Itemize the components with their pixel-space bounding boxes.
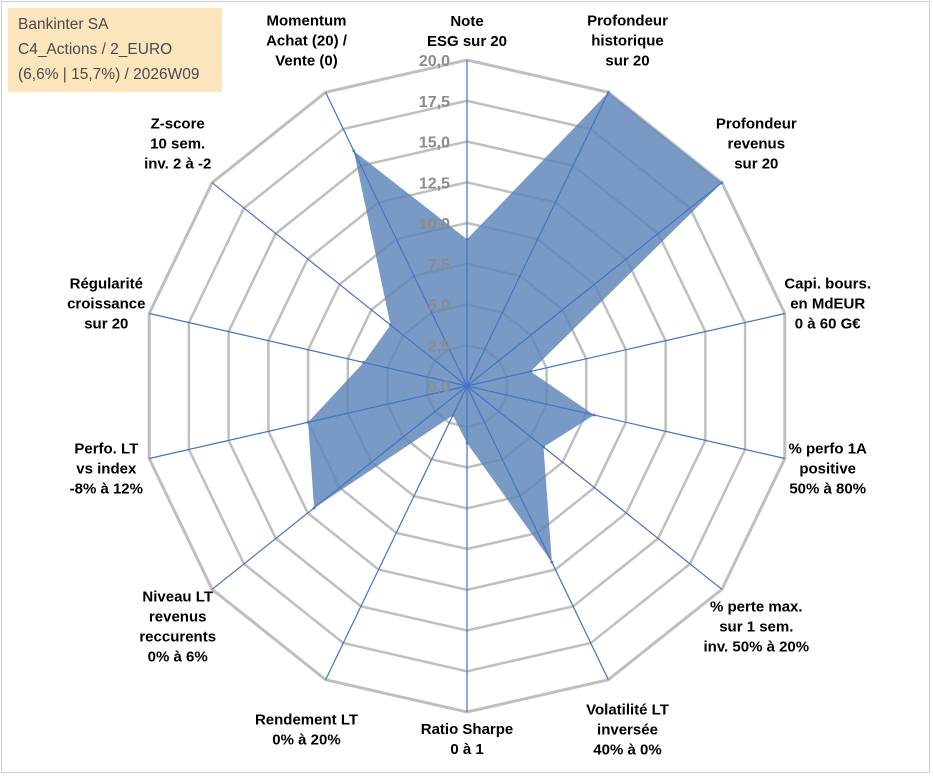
axis-spoke [325, 385, 468, 680]
category-label-line: 0% à 6% [148, 649, 208, 666]
category-label-line: inversée [597, 721, 658, 738]
category-label-line: inv. 2 à -2 [144, 155, 211, 172]
category-label-line: croissance [67, 296, 145, 313]
axis-spoke [211, 182, 468, 387]
info-period: (6,6% | 15,7%) / 2026W09 [18, 66, 200, 83]
category-label-line: Capi. bours. [784, 276, 871, 293]
category-label-line: 40% à 0% [593, 741, 661, 758]
r-tick-label: 10,0 [419, 216, 450, 233]
series-layer [306, 90, 724, 564]
category-label: % perte max. sur 1 sem. inv. 50% à 20% [703, 599, 809, 656]
axis-spoke [149, 385, 468, 460]
category-label-line: Momentum [267, 13, 347, 30]
category-label: Profondeur historique sur 20 [587, 13, 668, 70]
category-label-line: % perte max. [710, 599, 803, 616]
category-label-line: Volatilité LT [586, 701, 669, 718]
category-label-line: 0 à 60 G€ [795, 316, 862, 333]
category-label: Régularité croissance sur 20 [67, 276, 145, 333]
category-label-line: historique [591, 33, 664, 50]
category-label: Note ESG sur 20 [427, 13, 507, 50]
category-label-line: Z-score [151, 115, 205, 132]
category-label: Capi. bours. en MdEUR 0 à 60 G€ [784, 276, 871, 333]
r-tick-label: 15,0 [419, 135, 450, 152]
r-tick-label: 20,0 [419, 53, 450, 70]
category-label-line: Niveau LT [142, 589, 213, 606]
category-label-line: sur 20 [84, 316, 128, 333]
category-label: % perfo 1A positive 50% à 80% [789, 440, 868, 497]
category-label-line: revenus [149, 609, 207, 626]
category-label: Z-score 10 sem. inv. 2 à -2 [144, 115, 211, 172]
axis-spoke [466, 92, 609, 387]
category-label-line: 50% à 80% [789, 480, 866, 497]
info-stock-name: Bankinter SA [18, 16, 109, 33]
category-label: Profondeur revenus sur 20 [716, 115, 797, 172]
category-label-line: reccurents [139, 629, 216, 646]
axis-spoke [149, 312, 468, 387]
category-label-line: % perfo 1A [789, 440, 868, 457]
r-tick-label: 0,0 [428, 379, 450, 396]
axis-spoke [466, 385, 785, 460]
category-label-line: Achat (20) / [266, 33, 348, 50]
category-label-line: revenus [728, 135, 786, 152]
category-label: Niveau LT revenus reccurents 0% à 6% [139, 589, 216, 666]
category-label-line: sur 20 [734, 155, 778, 172]
tick-layer: 0,0 2,5 5,0 7,5 10,0 12,5 15,0 17,5 20,0 [419, 53, 450, 396]
category-label: Volatilité LT inversée 40% à 0% [586, 701, 669, 758]
axis-spoke [325, 92, 468, 387]
category-label-line: vs index [76, 460, 137, 477]
r-tick-label: 5,0 [428, 298, 450, 315]
category-label-line: -8% à 12% [70, 480, 143, 497]
category-label: Rendement LT 0% à 20% [255, 711, 358, 748]
axis-spoke [466, 385, 723, 590]
category-label: Momentum Achat (20) / Vente (0) [266, 13, 348, 70]
axis-spoke [466, 385, 609, 680]
series-area [308, 92, 722, 563]
category-label-line: ESG sur 20 [427, 33, 507, 50]
category-label-line: sur 1 sem. [719, 619, 793, 636]
spoke-layer [149, 60, 785, 712]
category-label-line: inv. 50% à 20% [703, 639, 809, 656]
category-label-line: Note [450, 13, 483, 30]
category-label-line: Ratio Sharpe [421, 721, 514, 738]
category-label-line: Vente (0) [275, 53, 338, 70]
category-label-line: Profondeur [587, 13, 668, 30]
category-label-line: Rendement LT [255, 711, 358, 728]
r-tick-label: 17,5 [419, 94, 450, 111]
category-label: Ratio Sharpe 0 à 1 [421, 721, 514, 758]
r-tick-label: 2,5 [428, 338, 450, 355]
category-label-line: Régularité [70, 276, 143, 293]
category-label-line: sur 20 [605, 53, 649, 70]
category-label-line: 10 sem. [150, 135, 205, 152]
category-layer: Note ESG sur 20 Profondeur historique sur 20… [67, 13, 871, 759]
category-label-line: en MdEUR [790, 296, 865, 313]
category-label-line: 0% à 20% [272, 731, 340, 748]
category-label-line: Perfo. LT [74, 440, 138, 457]
info-category: C4_Actions / 2_EURO [18, 41, 173, 58]
category-label: Perfo. LT vs index -8% à 12% [70, 440, 143, 497]
category-label-line: positive [799, 460, 856, 477]
r-tick-label: 12,5 [419, 175, 450, 192]
category-label-line: Profondeur [716, 115, 797, 132]
r-tick-label: 7,5 [428, 257, 450, 274]
info-box: Bankinter SA C4_Actions / 2_EURO (6,6% |… [8, 8, 222, 92]
category-label-line: 0 à 1 [450, 741, 483, 758]
axis-spoke [211, 385, 468, 590]
axis-spoke [466, 182, 723, 387]
axis-spoke [466, 312, 785, 387]
